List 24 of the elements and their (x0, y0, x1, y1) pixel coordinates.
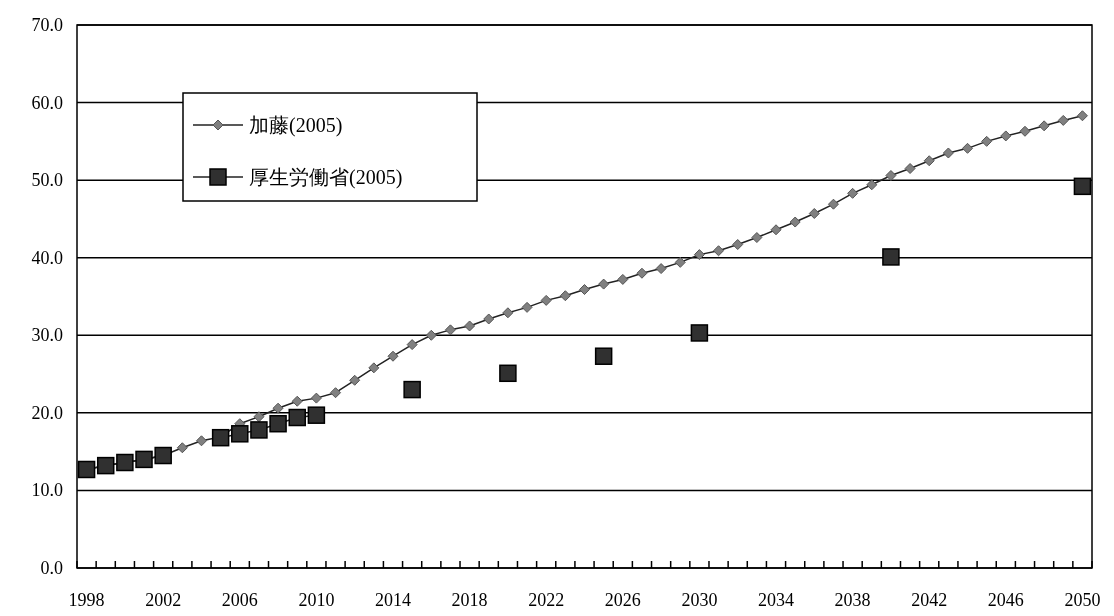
x-tick-label: 2034 (758, 590, 795, 610)
x-tick-label: 2010 (298, 590, 335, 610)
x-tick-label: 2026 (604, 590, 641, 610)
x-tick-label: 2002 (145, 590, 182, 610)
x-tick-label: 2038 (834, 590, 871, 610)
y-tick-label: 40.0 (31, 247, 63, 268)
x-tick-label: 1998 (68, 590, 105, 610)
x-tick-label: 2042 (911, 590, 948, 610)
x-tick-label: 2018 (451, 590, 488, 610)
y-tick-label: 50.0 (31, 170, 63, 191)
y-tick-label: 60.0 (31, 92, 63, 113)
legend-label: 厚生労働省(2005) (249, 166, 403, 189)
x-tick-label: 2046 (987, 590, 1024, 610)
x-tick-label: 2030 (681, 590, 718, 610)
x-tick-label: 2006 (221, 590, 258, 610)
x-tick-label: 2014 (374, 590, 411, 610)
legend-label: 加藤(2005) (249, 114, 343, 137)
x-tick-label: 2050 (1064, 590, 1101, 610)
y-tick-label: 0.0 (40, 558, 63, 578)
y-tick-label: 30.0 (31, 325, 63, 346)
y-tick-label: 70.0 (31, 15, 63, 35)
x-tick-label: 2022 (528, 590, 565, 610)
y-tick-label: 10.0 (31, 480, 63, 501)
y-tick-label: 20.0 (31, 402, 63, 423)
